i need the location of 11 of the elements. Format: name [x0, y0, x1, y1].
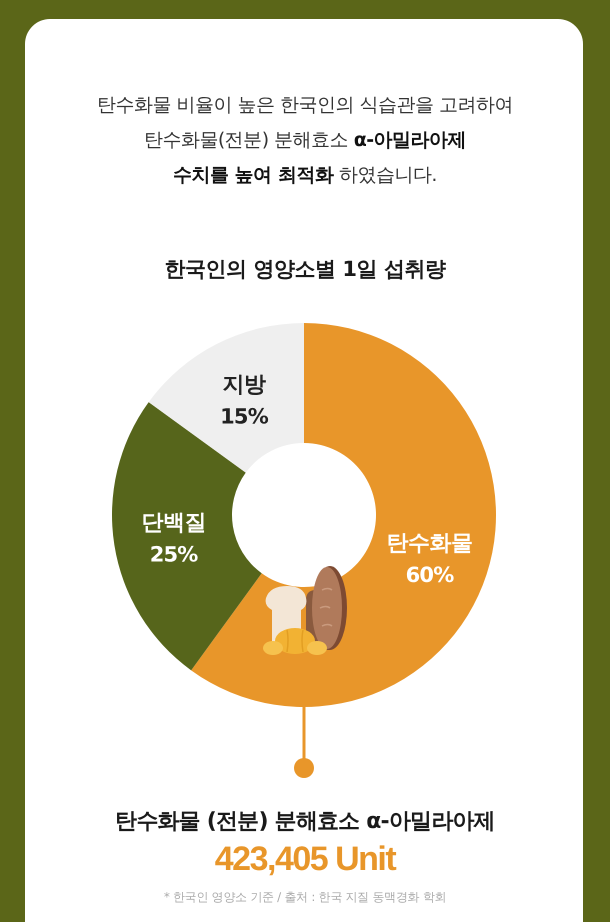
data-label: 60%: [406, 562, 454, 587]
text: 탄수화물 비율이 높은 한국인의 식습관을 고려하여 탄수화물(전분) 분해효소 α-아밀라아제 수치를 높여 최적화 하였습니다.: [96, 94, 514, 186]
text: 탄수화물 (전분) 분해효소 α-아밀라아제: [115, 809, 495, 834]
data-label: 25%: [150, 542, 198, 567]
slice-label: 탄수화물: [386, 530, 473, 556]
text: * 한국인 영양소 기준 / 출처 : 한국 지질 동맥경화 학회: [164, 890, 446, 904]
slice-label: 지방: [222, 372, 266, 398]
text: 423,405 Unit: [214, 840, 396, 878]
chart-title: 한국인의 영양소별 1일 섭취량: [164, 257, 446, 281]
slice-label: 단백질: [141, 510, 206, 536]
data-label: 15%: [220, 404, 269, 428]
